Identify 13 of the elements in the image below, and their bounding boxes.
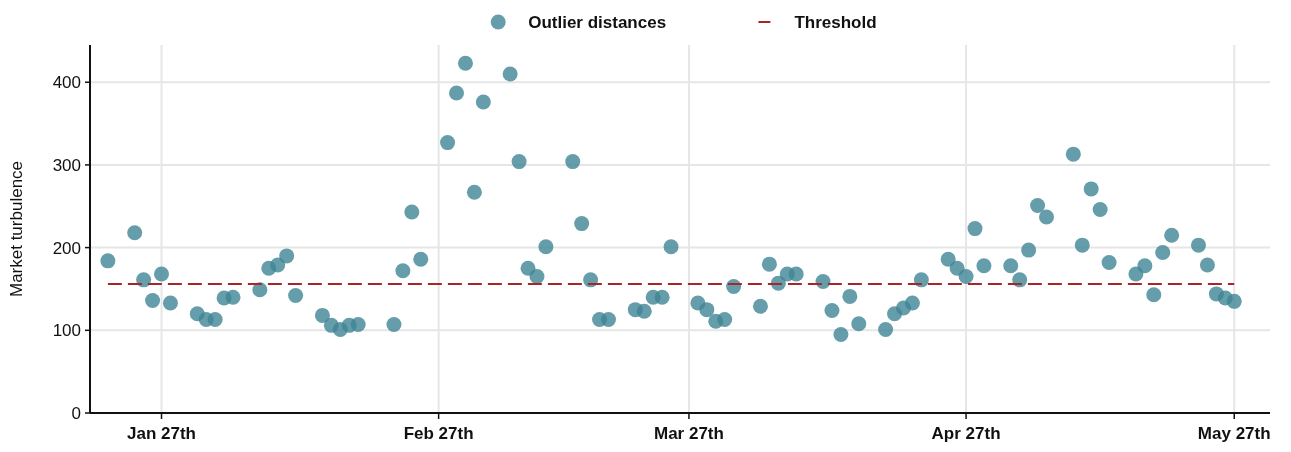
x-tick-label: Jan 27th: [127, 424, 197, 443]
x-tick-label: Apr 27th: [931, 424, 1001, 443]
x-tick-label: Feb 27th: [403, 424, 474, 443]
y-tick-label: 0: [71, 403, 81, 423]
y-axis-title: Market turbulence: [7, 160, 26, 298]
legend-label: Outlier distances: [528, 12, 667, 32]
y-tick-label: 300: [52, 155, 81, 175]
x-tick-label: May 27th: [1197, 424, 1271, 443]
y-tick-label: 200: [52, 238, 81, 258]
y-tick-label: 100: [52, 321, 81, 341]
x-tick-label: Mar 27th: [653, 424, 724, 443]
y-tick-label: 400: [52, 73, 81, 93]
legend-label: Threshold: [794, 12, 877, 32]
